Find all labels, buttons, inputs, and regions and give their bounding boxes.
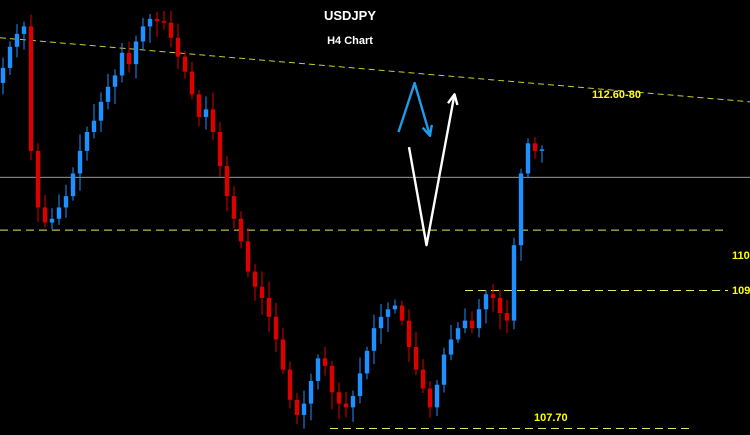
candle-body — [238, 218, 244, 242]
forecast-white-arrow-head — [447, 93, 459, 106]
candle-body — [343, 403, 349, 408]
candle-body — [7, 46, 13, 68]
candle-body — [532, 143, 538, 151]
candle-body — [378, 316, 384, 329]
candle-body — [126, 52, 132, 65]
candle-body — [315, 358, 321, 381]
level-lines — [0, 37, 750, 429]
candle-body — [518, 173, 524, 246]
candle-body — [525, 143, 531, 174]
candle-body — [105, 86, 111, 102]
candle-body — [413, 347, 419, 370]
candle-body — [357, 373, 363, 397]
forecast-blue-arrow-head — [421, 124, 434, 137]
candle-body — [56, 207, 62, 219]
candle-body — [21, 26, 27, 34]
candle-body — [392, 305, 398, 310]
candle-body — [98, 101, 104, 121]
target-label: 112.60-80 — [592, 89, 641, 101]
candle-body — [91, 120, 97, 133]
candle-body — [119, 52, 125, 76]
candle-body — [427, 388, 433, 408]
resistance-trendline — [0, 37, 750, 103]
candle-body — [266, 297, 272, 317]
candle-body — [483, 294, 489, 310]
candle-body — [77, 150, 83, 174]
candle-body — [308, 380, 314, 404]
chart-title: USDJPY — [324, 8, 376, 23]
candle-body — [322, 358, 328, 366]
candle-body — [161, 21, 167, 23]
forecast-white-arrow-path — [407, 94, 456, 247]
candle-body — [210, 109, 216, 133]
candle-body — [203, 109, 209, 117]
candle-body — [217, 132, 223, 166]
candle-body — [385, 309, 391, 317]
support-107-label: 107.70 — [534, 412, 568, 424]
candle-body — [63, 196, 69, 208]
candle-body — [441, 354, 447, 385]
candle-body — [252, 271, 258, 287]
candle-body — [371, 328, 377, 351]
candle-body — [245, 241, 251, 272]
candle-body — [469, 320, 475, 329]
candle-body — [448, 339, 454, 355]
candle-body — [70, 173, 76, 197]
candle-body — [329, 365, 335, 393]
candle-body — [154, 18, 160, 22]
candle-body — [364, 350, 370, 374]
candle-body — [112, 75, 118, 87]
candle-body — [406, 320, 412, 348]
candle-body — [259, 286, 265, 298]
support-110-label: 110 — [732, 250, 750, 262]
candle-body — [336, 392, 342, 404]
chart-subtitle: H4 Chart — [327, 35, 373, 47]
candle-body — [490, 294, 496, 298]
candle-body — [539, 149, 545, 151]
candle-body — [511, 245, 517, 321]
candle-body — [287, 369, 293, 400]
candle-body — [301, 403, 307, 415]
candle-body — [231, 196, 237, 219]
candle-body — [294, 399, 300, 415]
candle-body — [273, 316, 279, 340]
candles — [0, 10, 545, 429]
candle-body — [476, 309, 482, 329]
candle-body — [462, 320, 468, 329]
candle-body — [350, 396, 356, 408]
candle-body — [0, 67, 6, 83]
support-109-label: 109 — [732, 285, 750, 297]
candle-body — [42, 207, 48, 223]
candle-body — [224, 165, 230, 197]
forecast-blue-arrow-path — [397, 81, 432, 137]
candle-body — [147, 18, 153, 27]
candle-body — [14, 33, 20, 47]
candle-body — [420, 369, 426, 389]
candle-body — [280, 339, 286, 370]
candle-body — [49, 218, 55, 223]
candle-body — [133, 41, 139, 65]
forecast-arrows — [397, 81, 459, 247]
candle-body — [182, 56, 188, 72]
candle-body — [35, 150, 41, 208]
candle-body — [504, 313, 510, 321]
candle-body — [189, 71, 195, 95]
candle-body — [168, 22, 174, 38]
candle-body — [399, 305, 405, 321]
candle-body — [175, 37, 181, 57]
candle-body — [140, 26, 146, 42]
candle-body — [497, 297, 503, 314]
candle-body — [28, 26, 34, 151]
candle-body — [455, 328, 461, 340]
candle-body — [196, 94, 202, 117]
candle-body — [434, 384, 440, 408]
candle-body — [84, 132, 90, 151]
